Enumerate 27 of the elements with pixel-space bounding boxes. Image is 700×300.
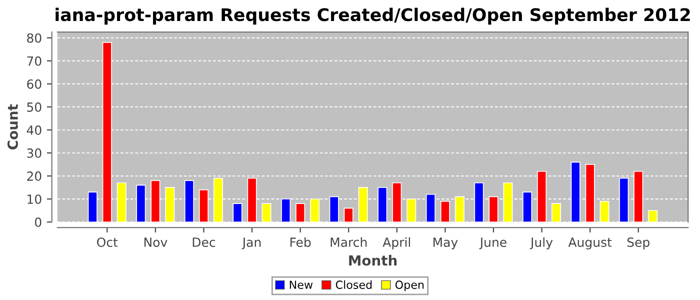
x-tick-label: Feb <box>290 237 311 247</box>
chart-title: iana-prot-param Requests Created/Closed/Open September 2012 <box>56 8 690 25</box>
y-tick-label: 50 <box>27 102 42 112</box>
x-tick-label: August <box>568 238 612 250</box>
x-tick-label: Oct <box>97 238 118 247</box>
legend-label: New <box>290 280 313 289</box>
x-tick-label: Dec <box>192 238 216 247</box>
x-tick-label: Sep <box>627 238 650 250</box>
y-tick-label: 60 <box>27 79 42 89</box>
y-tick-label: 20 <box>27 171 42 181</box>
y-axis-title: Count <box>7 104 18 150</box>
y-tick-label: 80 <box>27 33 42 43</box>
y-tick-label: 10 <box>28 194 42 204</box>
x-tick-label: June <box>479 238 506 250</box>
x-tick-label: May <box>433 238 458 250</box>
x-tick-label: Jan <box>242 238 261 250</box>
legend-label: Closed <box>336 280 372 289</box>
y-tick-label: 40 <box>26 125 42 135</box>
x-tick-label: Nov <box>144 238 168 247</box>
y-tick-label: 30 <box>27 148 42 158</box>
y-tick-label: 0 <box>34 217 42 227</box>
x-tick-label: July <box>530 237 553 250</box>
x-tick-label: April <box>382 237 410 250</box>
y-tick-label: 70 <box>27 56 42 66</box>
legend-label: Open <box>395 280 424 292</box>
x-tick-label: March <box>330 237 367 247</box>
x-axis-title: Month <box>349 254 397 266</box>
